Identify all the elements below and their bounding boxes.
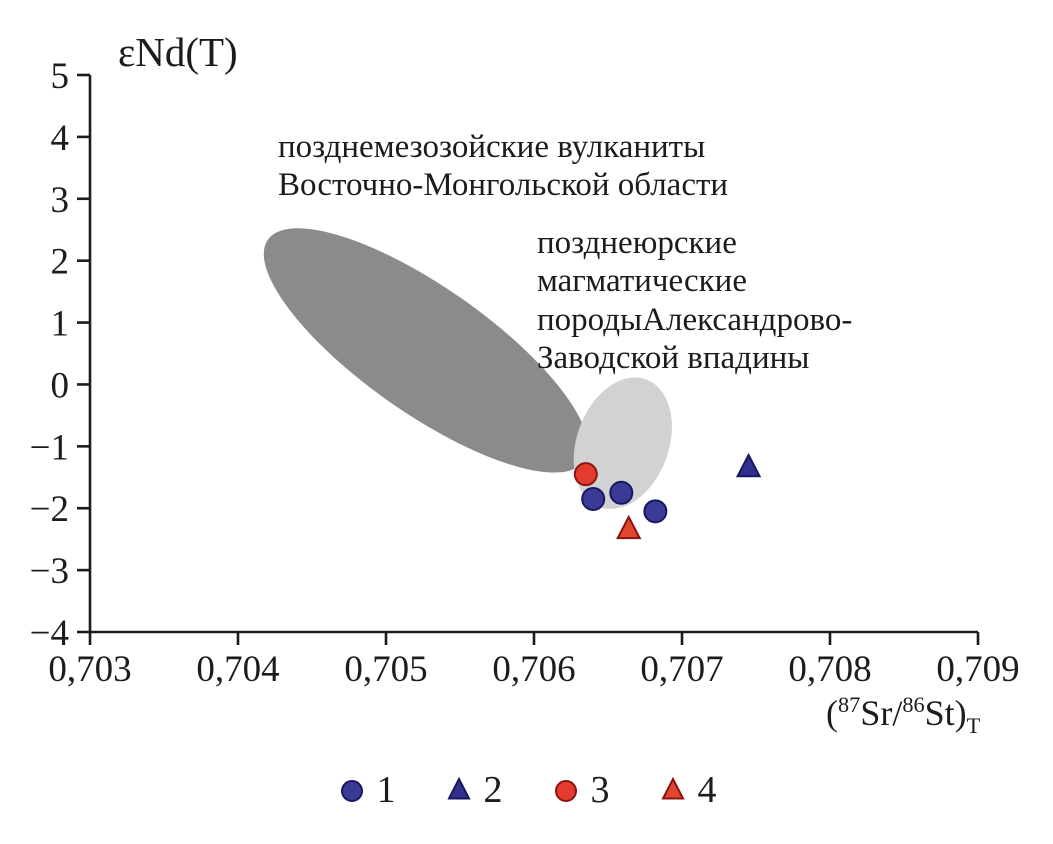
- field-label-late-jurassic-magmatic: позднеюрские магматические породыАлексан…: [537, 225, 853, 376]
- x-axis-title-sub: T: [966, 713, 981, 739]
- x-axis-title-pre: (: [826, 693, 838, 733]
- x-tick-label: 0,704: [196, 649, 279, 690]
- data-point-series-1-circle: [609, 480, 634, 505]
- y-tick-label: 1: [51, 304, 70, 345]
- legend-item-label: 2: [483, 769, 503, 811]
- legend-circle-glyph: [340, 780, 363, 802]
- y-tick-label: −2: [30, 489, 69, 530]
- triangle-marker-icon: [446, 776, 471, 800]
- y-tick-label: 4: [51, 118, 70, 159]
- x-tick-label: 0,703: [48, 649, 131, 690]
- y-tick-label: 2: [51, 242, 70, 283]
- legend-triangle-glyph: [446, 776, 471, 800]
- y-tick-label: −4: [30, 613, 69, 654]
- data-point-series-1-circle: [643, 499, 668, 524]
- data-point-series-2-triangle: [735, 452, 762, 478]
- field-ellipse-late-mesozoic-volcanics: [263, 228, 589, 473]
- x-axis-title-sup2: 86: [902, 692, 925, 717]
- x-axis-title: (87Sr/86St)T: [826, 692, 980, 739]
- legend-item-2: 2: [444, 768, 503, 812]
- data-point-series-4-triangle: [616, 514, 642, 540]
- legend-item-label: 1: [376, 769, 396, 811]
- y-tick-label: 5: [51, 56, 70, 97]
- x-axis-title-sup1: 87: [838, 692, 861, 717]
- y-tick-label: −1: [30, 427, 69, 468]
- triangle-marker-icon: [660, 776, 685, 800]
- x-axis-title-mid: Sr/: [860, 693, 903, 733]
- data-point-series-3-circle: [573, 462, 598, 487]
- y-tick-label: 3: [51, 180, 70, 221]
- circle-marker-icon: [554, 780, 577, 802]
- legend: 1 2 3 4: [0, 768, 1053, 812]
- circle-marker-icon: [340, 780, 363, 802]
- x-tick-label: 0,708: [788, 649, 871, 690]
- x-tick-label: 0,709: [936, 649, 1019, 690]
- y-tick-label: −3: [30, 551, 69, 592]
- field-label-late-mesozoic-volcanics: позднемезозойские вулканиты Восточно-Мон…: [278, 129, 729, 204]
- data-point-series-1-circle: [581, 486, 606, 511]
- legend-item-3: 3: [551, 768, 610, 812]
- x-tick-label: 0,705: [344, 649, 427, 690]
- field-ellipse-late-jurassic-magmatic: [573, 377, 672, 510]
- y-axis-title: εNd(T): [118, 29, 238, 75]
- legend-circle-glyph: [554, 780, 577, 802]
- y-tick-label: 0: [51, 365, 70, 406]
- x-tick-label: 0,706: [492, 649, 575, 690]
- legend-triangle-glyph: [660, 776, 685, 800]
- legend-item-label: 3: [590, 769, 610, 811]
- legend-item-1: 1: [337, 768, 396, 812]
- x-axis-title-post: St): [924, 693, 967, 733]
- legend-item-4: 4: [658, 768, 717, 812]
- x-tick-label: 0,707: [640, 649, 723, 690]
- legend-item-label: 4: [697, 769, 717, 811]
